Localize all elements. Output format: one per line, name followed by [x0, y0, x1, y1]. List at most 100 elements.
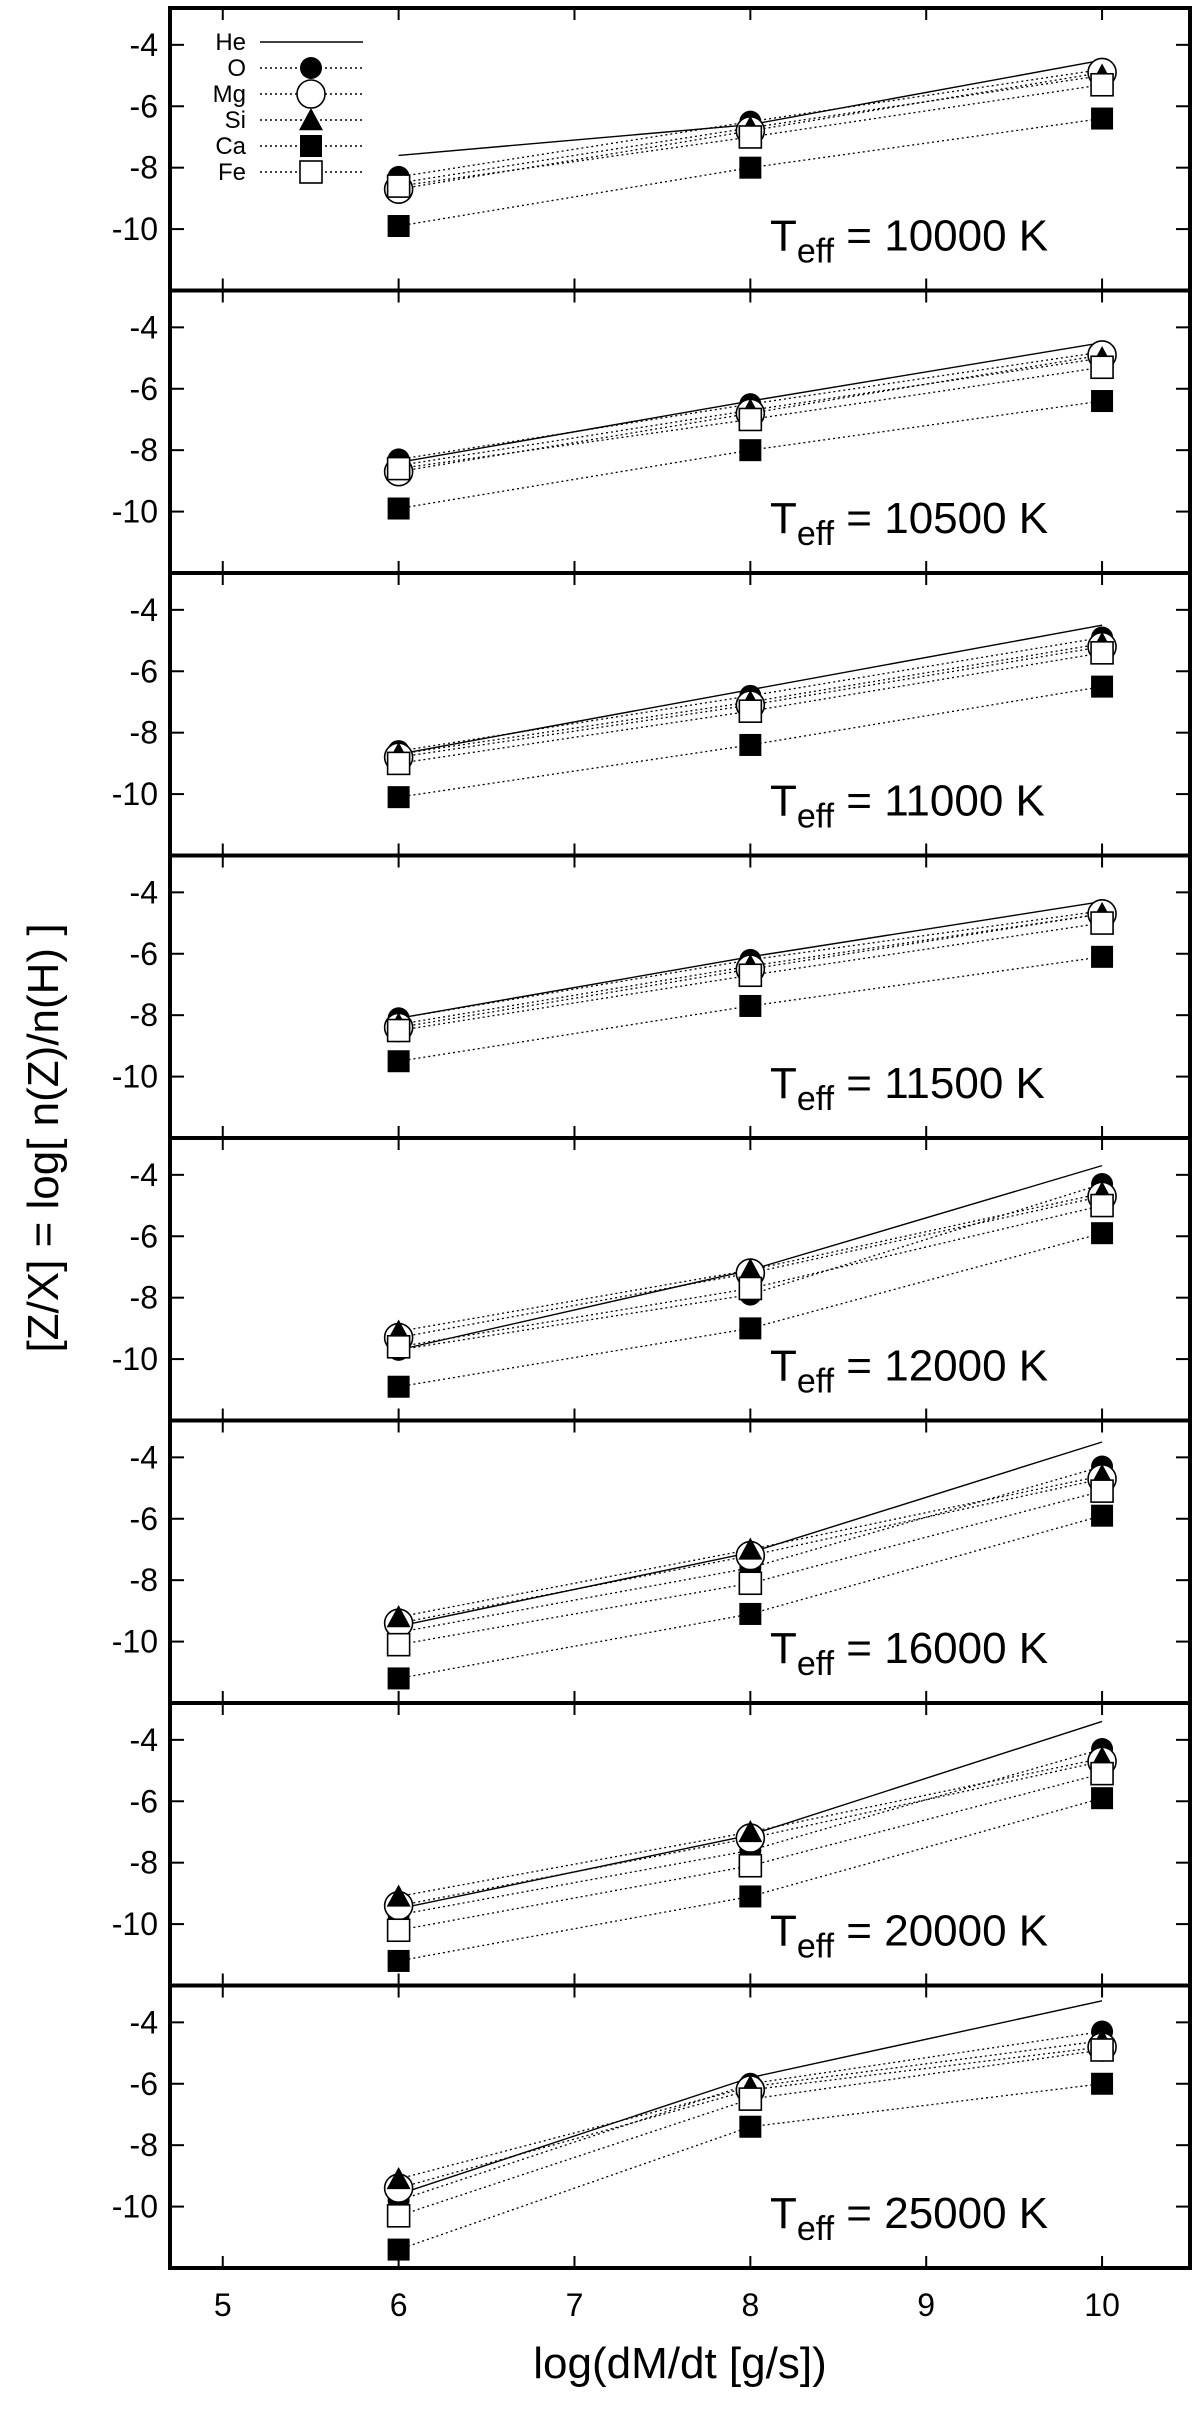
panel-frame [168, 1983, 1192, 2270]
panel-label: Teff = 25000 K [770, 2189, 1048, 2248]
data-point-fe [738, 699, 763, 723]
y-tick-label: -6 [130, 936, 158, 972]
y-tick-label: -4 [130, 309, 158, 345]
y-tick-label: -8 [130, 715, 158, 751]
data-point-fe [1090, 1479, 1114, 1503]
panel-label-subscript: eff [797, 233, 835, 271]
panel-label-subscript: eff [797, 1080, 835, 1118]
y-tick-label: -4 [130, 27, 158, 63]
data-point-fe [1090, 2038, 1114, 2062]
data-point-ca [387, 1050, 410, 1073]
data-point-fe [386, 1632, 411, 1657]
series-line-he [398, 1441, 1103, 1627]
data-point-ca [387, 215, 410, 238]
panel-label-subscript: eff [797, 798, 835, 836]
legend-marker [300, 135, 322, 157]
panel-label-subscript: eff [797, 1645, 835, 1683]
panel-label-value: = 16000 K [834, 1624, 1048, 1673]
data-point-ca [739, 156, 762, 179]
panel-label-value: = 10000 K [834, 212, 1048, 261]
panel-label-symbol: T [770, 212, 797, 261]
x-tick-label: 5 [214, 2287, 232, 2323]
x-tick-label: 7 [566, 2287, 584, 2323]
data-point-si [738, 1819, 763, 1843]
data-point-ca [387, 1375, 410, 1398]
data-point-fe [738, 1571, 763, 1596]
panel-label-value: = 12000 K [834, 1342, 1048, 1391]
panel-label: Teff = 20000 K [770, 1907, 1048, 1966]
y-tick-label: -4 [130, 2004, 158, 2040]
data-point-ca [739, 1885, 762, 1908]
legend-label: Ca [215, 133, 246, 160]
y-tick-label: -6 [130, 2066, 158, 2102]
y-tick-label: -8 [130, 1562, 158, 1598]
data-point-ca [739, 733, 762, 756]
legend-marker [299, 108, 323, 131]
y-tick-label: -10 [112, 1906, 158, 1942]
panel-label-symbol: T [770, 2189, 797, 2238]
panel-label: Teff = 10000 K [770, 212, 1048, 271]
panel-label-symbol: T [770, 494, 797, 543]
x-tick-label: 8 [741, 2287, 759, 2323]
y-tick-label: -8 [130, 1280, 158, 1316]
legend-label: Si [225, 107, 246, 134]
y-tick-label: -10 [112, 1624, 158, 1660]
data-point-ca [739, 439, 762, 462]
y-tick-label: -8 [130, 1845, 158, 1881]
panel-label-value: = 10500 K [834, 494, 1048, 543]
data-point-fe [738, 963, 763, 988]
data-point-ca [387, 1949, 410, 1972]
data-point-si [386, 2166, 411, 2190]
data-point-fe [386, 1018, 411, 1043]
panel-label-value: = 25000 K [834, 2189, 1048, 2238]
y-tick-label: -6 [130, 1501, 158, 1537]
y-tick-label: -8 [130, 432, 158, 468]
panel-label: Teff = 11000 K [770, 777, 1045, 836]
series-line-he [398, 1720, 1103, 1910]
data-point-ca [1091, 1504, 1114, 1527]
data-point-fe [386, 456, 411, 481]
legend-label: He [215, 29, 246, 56]
legend-label: O [227, 55, 246, 82]
y-tick-label: -4 [130, 1439, 158, 1475]
data-point-fe [738, 1853, 763, 1878]
data-point-si [738, 1537, 763, 1560]
x-tick-label: 10 [1084, 2287, 1120, 2323]
series-line-o [398, 1748, 1103, 1916]
data-point-ca [739, 994, 762, 1017]
panel-label-value: = 11000 K [834, 777, 1045, 826]
series-line-ca [398, 1797, 1103, 1962]
y-tick-label: -6 [130, 371, 158, 407]
panel-label-symbol: T [770, 1907, 797, 1956]
data-point-ca [739, 2115, 762, 2138]
data-point-ca [1091, 945, 1114, 968]
data-point-ca [387, 497, 410, 520]
panel-label-subscript: eff [797, 1363, 835, 1401]
data-point-fe [1090, 1193, 1114, 1218]
legend-label: Fe [218, 159, 246, 186]
panel-label-symbol: T [770, 1624, 797, 1673]
data-point-fe [386, 174, 411, 198]
y-tick-label: -10 [112, 211, 158, 247]
panel-label-subscript: eff [797, 2210, 835, 2248]
y-tick-label: -4 [130, 1722, 158, 1758]
legend-label: Mg [213, 81, 246, 108]
data-point-ca [387, 2238, 410, 2261]
panel-label-subscript: eff [797, 1928, 835, 1966]
panel-label: Teff = 16000 K [770, 1624, 1048, 1683]
data-point-ca [1091, 2072, 1114, 2095]
x-tick-label: 9 [917, 2287, 935, 2323]
data-point-fe [386, 1335, 411, 1359]
y-axis-title: [Z/X] = log[ n(Z)/n(H) ] [19, 923, 68, 1352]
y-tick-label: -6 [130, 88, 158, 124]
data-point-fe [1090, 641, 1114, 665]
series-line-ca [398, 1515, 1103, 1680]
data-point-fe [738, 407, 763, 432]
data-point-ca [739, 1317, 762, 1340]
y-tick-label: -4 [130, 874, 158, 910]
panel-label-value: = 20000 K [834, 1907, 1048, 1956]
data-point-fe [386, 2203, 411, 2228]
data-point-fe [1090, 355, 1114, 380]
